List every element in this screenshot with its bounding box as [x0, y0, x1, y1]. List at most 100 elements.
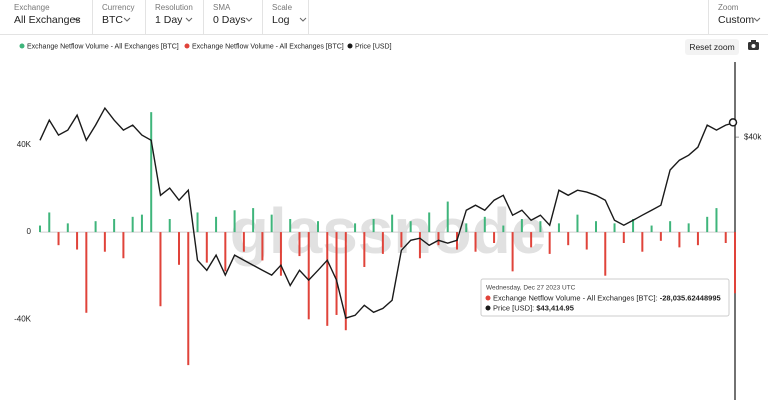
bar: [493, 232, 496, 243]
bar: [131, 216, 134, 233]
bar: [576, 214, 579, 233]
legend-label[interactable]: Exchange Netflow Volume - All Exchanges …: [27, 43, 179, 50]
chevron-icon: [245, 17, 253, 22]
bar: [289, 219, 292, 233]
bar: [94, 221, 97, 233]
bar: [140, 214, 143, 233]
bar: [613, 223, 616, 233]
bar: [66, 223, 69, 233]
bar: [270, 214, 273, 233]
tooltip-label: Exchange Netflow Volume - All Exchanges …: [493, 293, 658, 302]
bar: [474, 232, 477, 252]
bar: [706, 216, 709, 233]
hover-point: [728, 118, 738, 127]
y-tick-label: 0: [27, 227, 32, 236]
bar: [178, 232, 180, 265]
bar: [261, 232, 264, 261]
bar: [502, 225, 505, 233]
toolbar-separator: [262, 0, 263, 34]
bar: [650, 225, 653, 233]
dropdown-value: All Exchanges: [14, 14, 81, 26]
legend-label[interactable]: Price [USD]: [355, 43, 392, 50]
bar: [715, 208, 718, 233]
bar: [150, 112, 153, 233]
bar: [187, 232, 190, 366]
bar: [363, 232, 366, 267]
chevron-icon: [299, 17, 307, 22]
legend-marker: [347, 43, 353, 49]
bar: [39, 225, 41, 233]
bar: [122, 232, 125, 259]
toolbar-separator: [708, 0, 709, 34]
bar: [298, 232, 301, 257]
bar: [595, 221, 597, 233]
bar: [622, 232, 625, 243]
bar: [372, 219, 375, 233]
bar: [224, 232, 227, 272]
bar: [391, 214, 394, 233]
watermark: glassnode: [230, 195, 547, 267]
tooltip-date: Wednesday, Dec 27 2023 UTC: [486, 285, 576, 292]
bar: [483, 216, 486, 233]
tooltip-box: [480, 278, 730, 317]
price-line: [39, 106, 736, 319]
legend-marker: [184, 43, 190, 49]
chevron-icon: [123, 17, 131, 22]
bar: [381, 232, 384, 254]
dropdown-label: Zoom: [718, 3, 739, 12]
bar: [428, 212, 431, 233]
reset-zoom-button[interactable]: Reset zoom: [685, 39, 739, 55]
bar: [437, 232, 440, 246]
bar: [326, 232, 329, 326]
toolbar-separator: [203, 0, 204, 34]
bar: [76, 232, 79, 250]
bar: [354, 223, 357, 233]
bar: [520, 219, 523, 233]
bar: [734, 232, 736, 294]
bar: [567, 232, 570, 246]
camera-icon[interactable]: [748, 40, 759, 50]
chevron-icon: [73, 17, 81, 22]
dropdown-value: BTC: [102, 14, 123, 26]
bar: [446, 201, 449, 233]
tooltip-value: -28,035.62448995: [660, 293, 721, 302]
bar: [252, 208, 255, 233]
bar: [465, 223, 468, 233]
bar: [539, 221, 542, 233]
bar: [159, 232, 162, 307]
chevron-icon: [753, 17, 761, 22]
tooltip-line: Exchange Netflow Volume - All Exchanges …: [493, 293, 721, 302]
dropdown-label: SMA: [213, 3, 231, 12]
chevron-icon: [185, 17, 193, 22]
dropdown-label: Exchange: [14, 3, 50, 12]
bar: [418, 232, 421, 259]
bar: [85, 232, 88, 313]
bar: [687, 223, 690, 233]
bar: [678, 232, 681, 248]
bar: [317, 221, 319, 233]
bar: [242, 232, 245, 252]
bar: [168, 219, 171, 233]
bar: [548, 232, 551, 254]
bar: [400, 232, 403, 248]
bar: [585, 232, 588, 250]
bar: [279, 232, 282, 276]
tooltip-marker: [485, 305, 491, 311]
bar: [307, 232, 310, 320]
bar: [409, 221, 412, 233]
bar: [511, 232, 514, 272]
bar: [696, 232, 699, 246]
y-tick-label: -40K: [14, 314, 32, 323]
bar: [669, 221, 672, 233]
dropdown-value: Log: [272, 14, 290, 26]
bar: [344, 232, 347, 331]
bar: [57, 232, 60, 246]
legend-label[interactable]: Exchange Netflow Volume - All Exchanges …: [192, 43, 344, 50]
bar: [113, 219, 116, 233]
toolbar-separator: [92, 0, 93, 34]
dropdown-value: Custom: [718, 14, 755, 26]
y2-tick-label: $40k: [744, 132, 762, 141]
